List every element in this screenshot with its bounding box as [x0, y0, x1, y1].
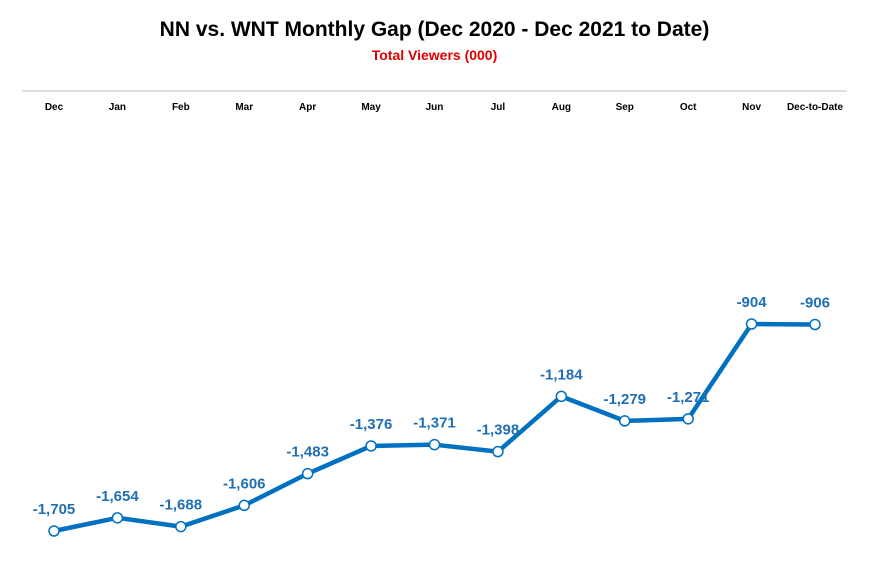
data-point: [48, 525, 60, 537]
data-label: -1,705: [33, 501, 76, 518]
data-point: [301, 467, 314, 480]
data-label: -1,688: [160, 497, 203, 514]
data-point: [682, 413, 694, 425]
x-tick-label: Apr: [299, 102, 316, 113]
x-tick-label: Oct: [680, 102, 697, 113]
x-tick-label: Feb: [172, 102, 190, 113]
data-point: [428, 438, 441, 451]
x-tick-label: Mar: [235, 102, 253, 113]
data-point: [809, 318, 821, 331]
data-label: -1,376: [350, 416, 393, 433]
data-label: -906: [800, 295, 830, 312]
data-label: -1,654: [96, 488, 139, 505]
x-tick-label: Jan: [109, 102, 126, 113]
data-label: -1,371: [413, 415, 456, 432]
data-point: [238, 499, 250, 512]
x-tick-label: Jun: [426, 102, 444, 113]
x-tick-label: May: [361, 102, 381, 113]
chart-subtitle: Total Viewers (000): [371, 47, 498, 63]
x-tick-label: Jul: [491, 102, 506, 113]
x-tick-label: Nov: [742, 102, 761, 113]
data-label: -1,483: [286, 444, 329, 461]
data-point: [111, 512, 124, 524]
data-point: [745, 318, 758, 330]
data-label: -1,398: [477, 422, 520, 439]
data-point: [175, 520, 187, 533]
x-tick-label: Aug: [552, 102, 571, 113]
data-label: -904: [737, 294, 768, 311]
chart-title: NN vs. WNT Monthly Gap (Dec 2020 - Dec 2…: [159, 18, 710, 41]
data-point: [555, 390, 568, 403]
data-point: [619, 415, 631, 427]
data-label: -1,271: [667, 389, 710, 406]
data-point: [492, 445, 504, 458]
data-point: [365, 440, 377, 452]
data-label: -1,279: [603, 391, 646, 408]
data-label: -1,606: [223, 475, 266, 492]
x-tick-label: Dec-to-Date: [787, 102, 844, 113]
data-label: -1,184: [540, 366, 583, 383]
x-tick-label: Sep: [616, 102, 634, 113]
x-tick-label: Dec: [45, 102, 64, 113]
